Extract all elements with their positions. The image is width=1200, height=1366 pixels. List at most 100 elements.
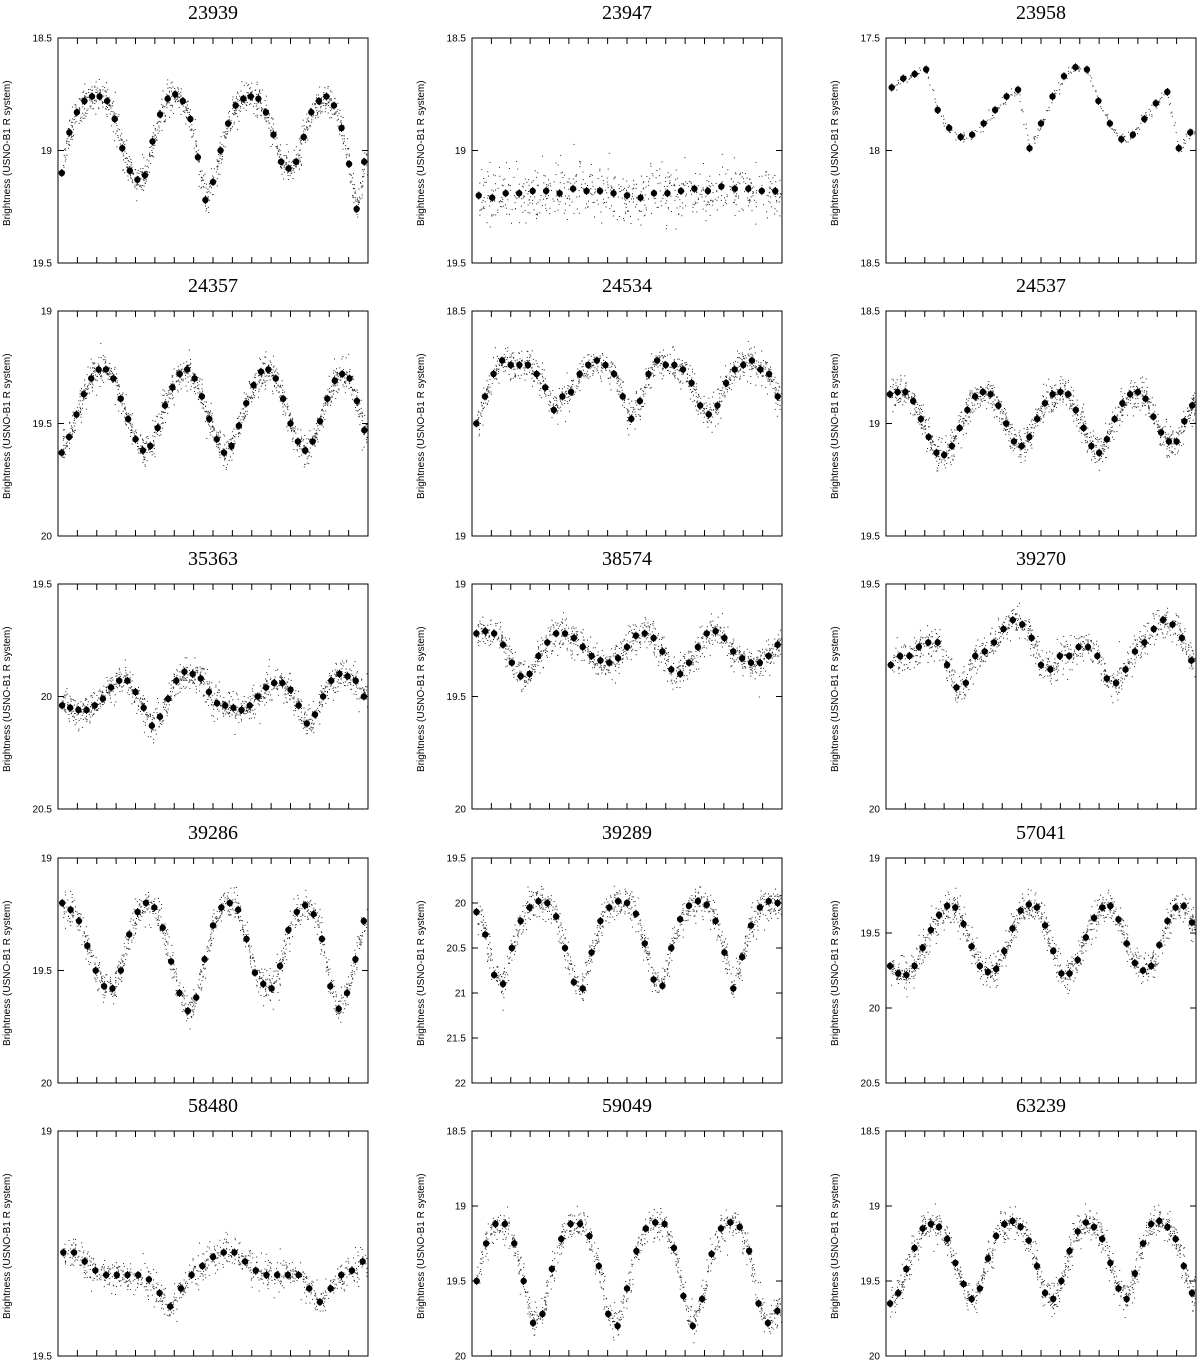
measurement-point [195,151,197,153]
mean-point [922,66,930,73]
measurement-point [537,172,539,174]
measurement-point [524,367,526,369]
measurement-point [328,101,330,103]
measurement-point [337,382,339,384]
measurement-point [307,456,309,458]
measurement-point [98,356,100,358]
measurement-point [165,104,167,106]
measurement-point [144,465,146,467]
mean-point [330,102,338,109]
measurement-point [198,185,200,187]
measurement-point [337,115,339,117]
measurement-point [107,366,109,368]
measurement-point [342,142,344,144]
measurement-point [260,92,262,94]
measurement-point [1092,85,1094,87]
measurement-point [638,414,640,416]
measurement-point [1018,92,1020,94]
measurement-point [102,89,104,91]
measurement-point [292,160,293,162]
measurement-point [599,357,601,359]
measurement-point [154,134,156,136]
measurement-point [306,126,307,128]
measurement-point [694,204,695,206]
measurement-point [524,362,526,364]
measurement-point [63,456,65,458]
measurement-point [752,191,754,192]
measurement-point [207,188,209,190]
measurement-point [1161,96,1163,98]
measurement-point [645,368,647,370]
measurement-point [330,117,332,118]
measurement-point [82,106,84,108]
measurement-point [332,391,334,393]
measurement-point [136,188,138,190]
measurement-point [175,373,177,375]
measurement-point [91,89,93,91]
measurement-point [563,212,565,214]
measurement-point [633,198,635,200]
measurement-point [119,392,120,394]
measurement-point [479,429,480,431]
measurement-point [191,124,193,126]
measurement-point [729,378,731,380]
measurement-point [275,370,277,372]
y-tick-label: 19 [41,307,53,318]
measurement-point [238,120,240,122]
measurement-point [258,390,260,392]
measurement-point [250,397,252,399]
measurement-point [633,180,635,182]
measurement-point [497,212,499,213]
measurement-point [564,187,565,189]
measurement-point [180,368,182,370]
measurement-point [126,152,128,154]
measurement-point [280,384,281,386]
measurement-point [750,182,752,184]
measurement-point [720,376,722,378]
measurement-point [204,410,206,412]
measurement-point [620,186,622,187]
mean-point [81,97,88,105]
measurement-point [224,457,226,459]
measurement-point [224,459,226,461]
measurement-point [986,122,988,124]
measurement-point [177,90,179,92]
measurement-point [314,103,316,105]
measurement-point [103,95,105,97]
mean-point [255,95,262,102]
measurement-point [263,362,265,364]
measurement-point [692,206,694,208]
measurement-point [774,392,776,394]
measurement-point [634,206,636,208]
measurement-point [98,79,100,80]
measurement-point [630,406,632,408]
measurement-point [351,177,353,179]
measurement-point [337,125,339,127]
measurement-point [612,362,614,364]
measurement-point [505,366,507,368]
measurement-point [243,419,245,421]
measurement-point [618,377,619,379]
measurement-point [93,367,95,369]
measurement-point [659,356,661,358]
measurement-point [71,135,73,137]
measurement-point [604,202,606,203]
measurement-point [701,196,703,198]
measurement-point [592,364,594,366]
measurement-point [483,408,485,410]
measurement-point [555,397,557,398]
measurement-point [579,195,580,197]
measurement-point [619,191,621,193]
measurement-point [348,353,350,355]
measurement-point [616,377,618,379]
measurement-point [693,388,695,390]
measurement-point [71,126,73,128]
measurement-point [669,183,671,184]
measurement-point [164,121,166,123]
measurement-point [327,404,329,406]
measurement-point [229,130,231,132]
measurement-point [68,448,70,450]
measurement-point [697,396,699,398]
measurement-point [234,436,236,438]
measurement-point [300,142,302,144]
